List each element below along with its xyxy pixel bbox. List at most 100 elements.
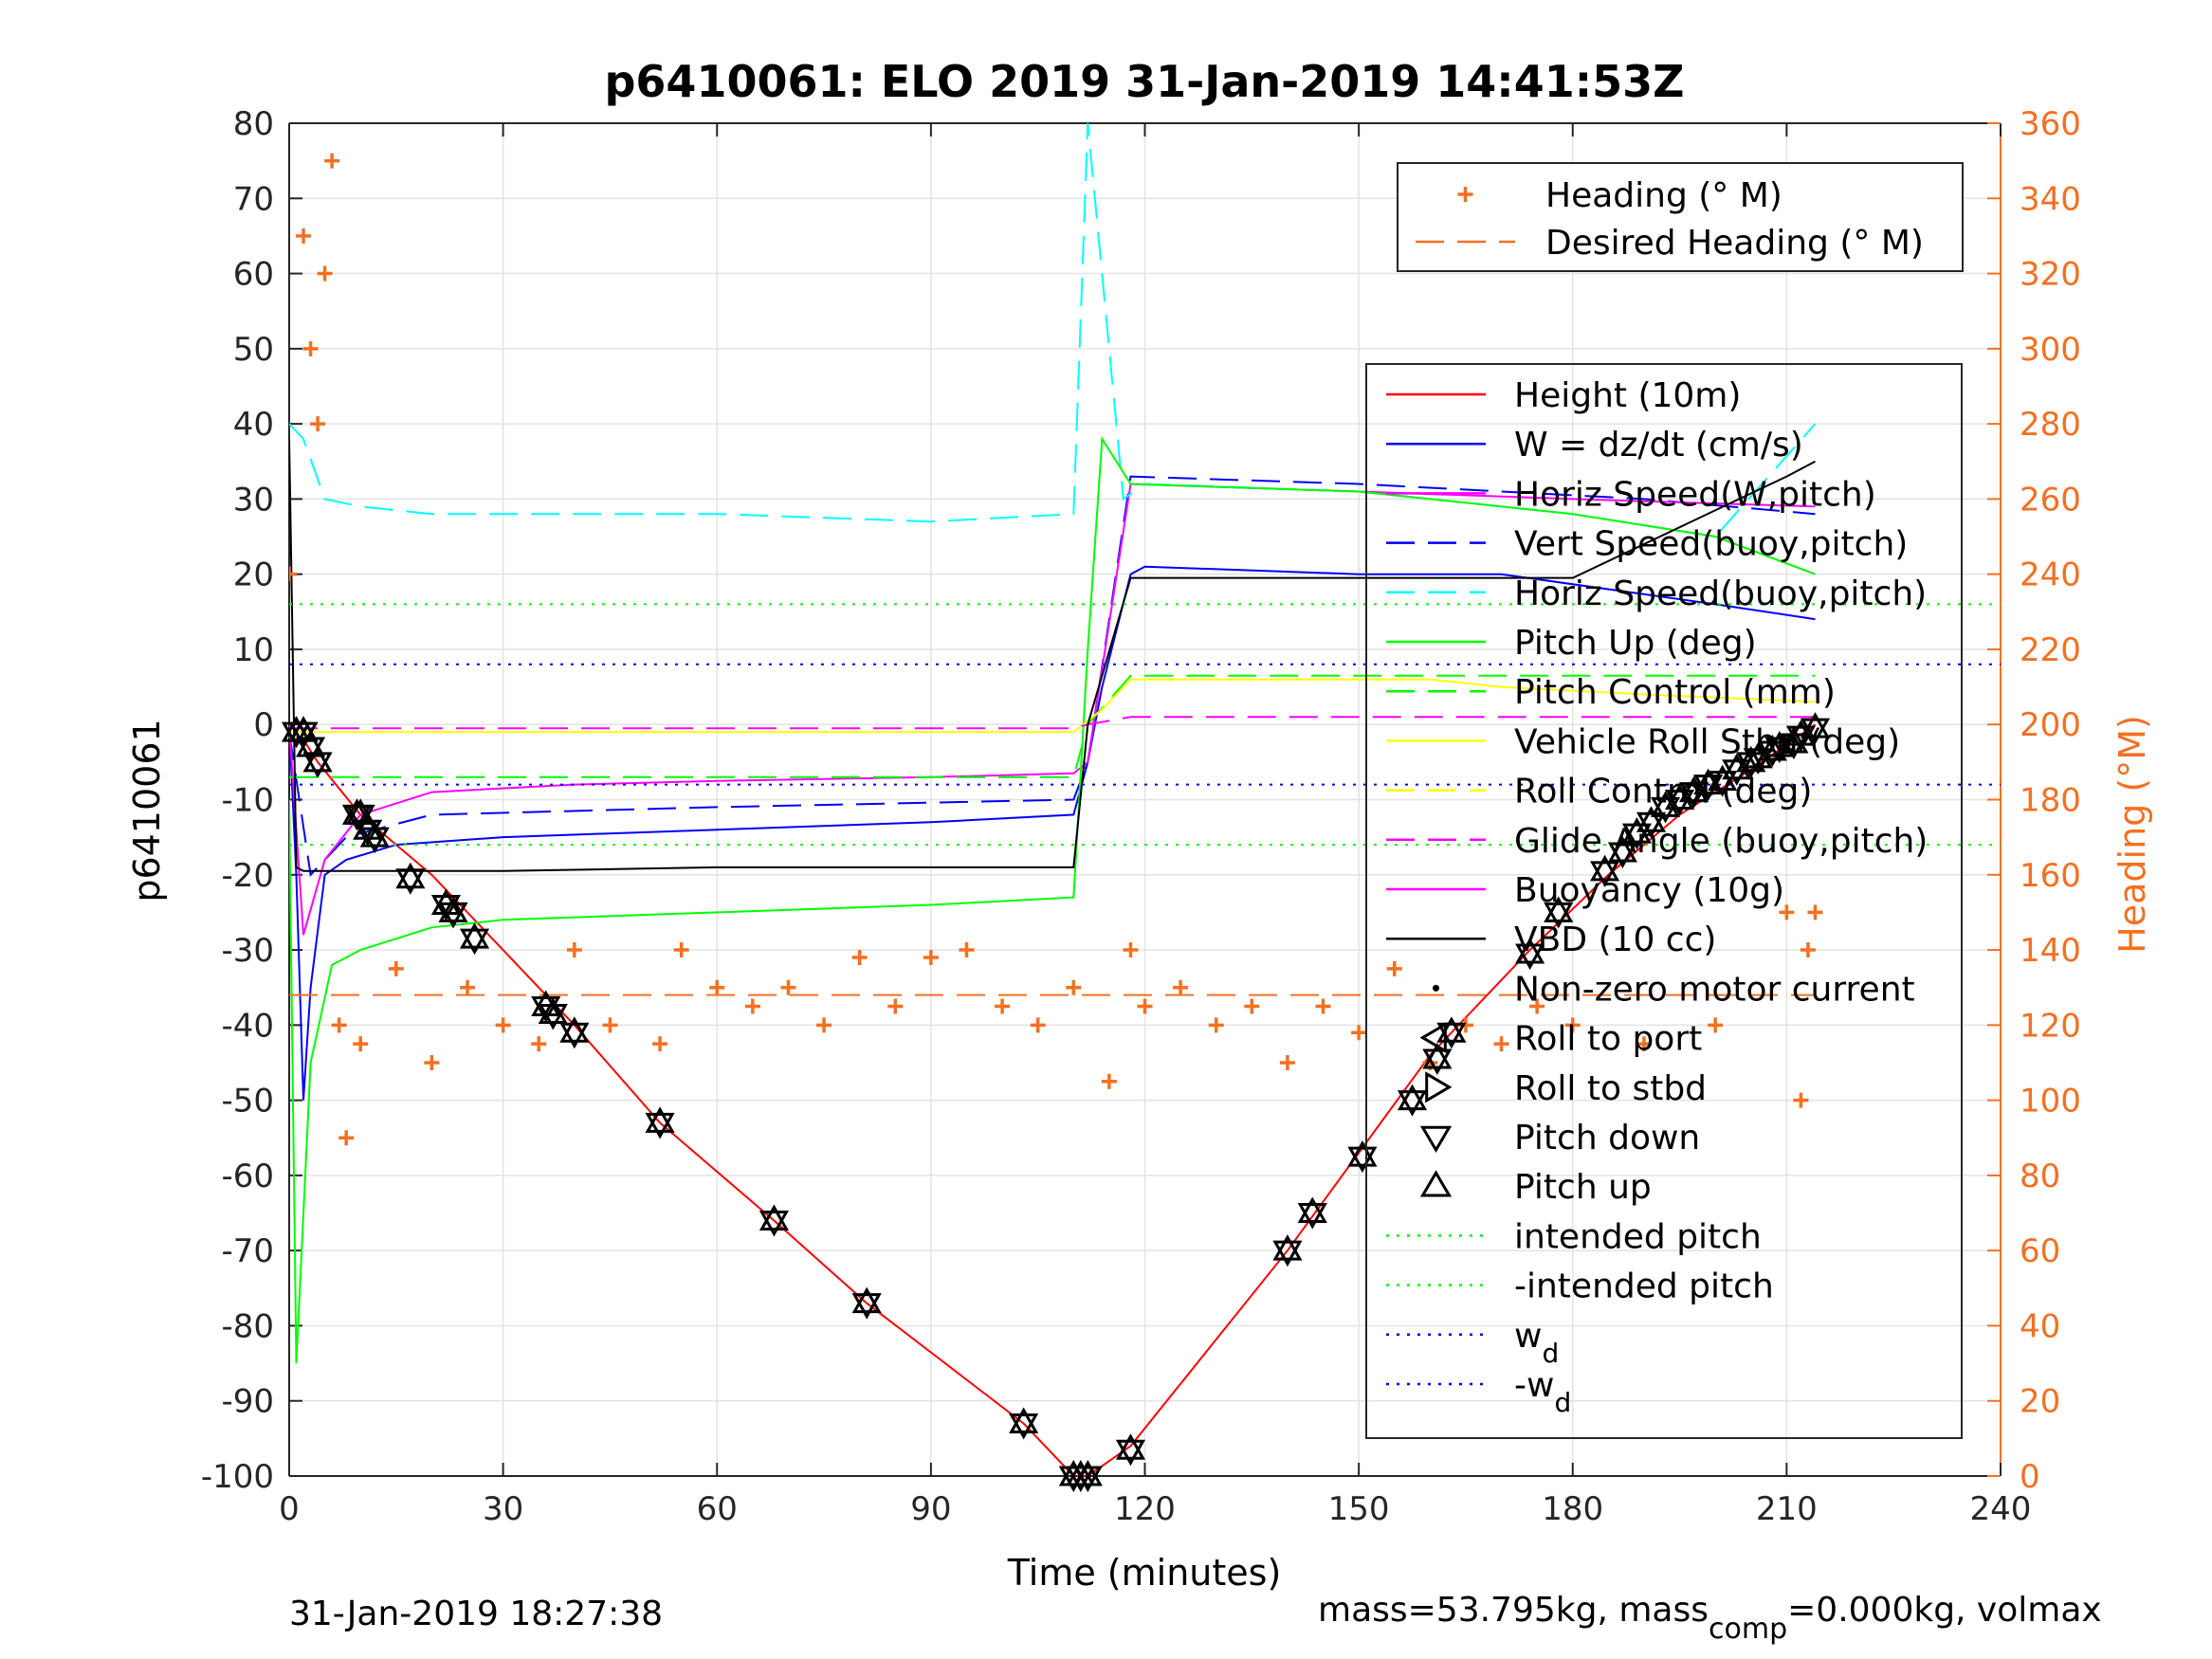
y-axis-label: p6410061: [126, 719, 168, 902]
x-tick-label: 0: [279, 1490, 300, 1528]
legend-sample: [1457, 187, 1473, 202]
heading-point: [1564, 1017, 1581, 1033]
x-tick-label: 60: [697, 1490, 738, 1528]
y2-tick-label: 40: [2020, 1307, 2060, 1345]
legend-main-label: Roll to stbd: [1514, 1069, 1707, 1108]
pitch-down-marker: [395, 868, 426, 895]
motor-marker: [1736, 745, 1766, 778]
heading-point: [302, 340, 319, 356]
motor-marker: [1422, 1042, 1453, 1076]
motor-marker: [759, 1204, 789, 1237]
legend-main-label: Pitch Up (deg): [1514, 624, 1757, 663]
legend-main-label: wd: [1514, 1317, 1559, 1369]
series-vert-speed-buoy-pitch: [289, 475, 1816, 877]
legend-heading-label: Desired Heading (° M): [1545, 224, 1924, 263]
heading-point: [602, 1017, 618, 1033]
heading-point: [1807, 904, 1823, 921]
series-pitch-up-deg: [289, 435, 1816, 1364]
legend-sample: [1419, 1125, 1453, 1153]
x-tick-label: 240: [1970, 1490, 2032, 1528]
y2-tick-label: 280: [2020, 406, 2081, 444]
heading-point: [959, 942, 975, 958]
legend-main: Height (10m) W = dz/dt (cm/s) Horiz Speed(…: [1365, 363, 1963, 1439]
pitch-up-marker: [559, 1016, 590, 1043]
x-tick-label: 120: [1114, 1490, 1176, 1528]
heading-point: [709, 979, 725, 995]
legend-main-label: Pitch up: [1514, 1168, 1652, 1207]
footer-mass-text: mass=53.795kg, mass: [1318, 1591, 1709, 1630]
legend-main-label-text: intended pitch: [1514, 1217, 1762, 1256]
heading-point: [652, 1036, 668, 1052]
pitch-up-marker: [538, 997, 568, 1024]
y2-tick-label: 360: [2020, 105, 2081, 143]
y-tick-label: 60: [233, 256, 274, 294]
footer-mass-sub: comp: [1709, 1613, 1787, 1646]
y2-tick-label: 340: [2020, 180, 2081, 218]
y2-tick-label: 120: [2020, 1007, 2081, 1045]
series-vbd-10-cc: [289, 438, 1816, 872]
pitch-up-marker: [1297, 1196, 1327, 1224]
legend-main-label: Horiz Speed(W,pitch): [1514, 475, 1876, 514]
heading-point: [460, 979, 476, 995]
legend-main-label-text: Pitch up: [1514, 1168, 1652, 1207]
legend-main-label: Non-zero motor current: [1514, 970, 1915, 1009]
pitch-down-marker: [1072, 1466, 1103, 1493]
motor-marker: [459, 922, 490, 956]
y-tick-label: 80: [233, 105, 274, 143]
legend-main-label: Horiz Speed(buoy,pitch): [1514, 574, 1927, 613]
pitch-down-marker: [1590, 861, 1620, 887]
pitch-up-marker: [1779, 726, 1809, 754]
pitch-up-marker: [759, 1204, 789, 1231]
x-tick-label: 30: [483, 1490, 523, 1528]
pitch-up-marker: [1590, 854, 1620, 882]
motor-marker: [395, 862, 426, 895]
heading-point: [1351, 1025, 1367, 1041]
x-tick-label: 150: [1328, 1490, 1390, 1528]
legend-main-label-text: -intended pitch: [1514, 1267, 1774, 1306]
legend-sample: [1419, 1021, 1447, 1054]
heading-point: [1800, 942, 1816, 958]
legend-main-box: [1365, 363, 1963, 1439]
heading-point: [1030, 1017, 1046, 1033]
y-tick-label: 0: [253, 706, 274, 744]
legend-main-label: Pitch Control (mm): [1514, 673, 1836, 712]
motor-marker: [1515, 937, 1545, 971]
pitch-down-marker: [759, 1210, 789, 1237]
legend-main-label-text: Pitch Control (mm): [1514, 673, 1836, 712]
heading-point: [1244, 998, 1260, 1014]
legend-main-label-text: Roll Control (deg): [1514, 773, 1812, 811]
motor-marker: [1397, 1084, 1428, 1117]
pitch-down-marker: [559, 1022, 590, 1049]
pitch-up-marker: [1743, 741, 1773, 769]
pitch-down-marker: [1115, 1439, 1146, 1467]
heading-point: [1315, 998, 1331, 1014]
pitch-down-marker: [1347, 1146, 1378, 1174]
x-tick-label: 210: [1756, 1490, 1818, 1528]
heading-point: [424, 1054, 440, 1070]
legend-main-label-text: Non-zero motor current: [1514, 970, 1915, 1009]
pitch-up-marker: [302, 745, 333, 773]
heading-point: [887, 998, 904, 1014]
axes: 0 30 60 90 120 150 180 210 24080706050403020100-…: [201, 105, 2081, 1528]
y2-tick-label: 260: [2020, 481, 2081, 519]
legend-main-label-text: Vert Speed(buoy,pitch): [1514, 525, 1908, 564]
pitch-down-marker: [430, 894, 462, 921]
y-tick-label: 30: [233, 481, 274, 519]
heading-point: [338, 1130, 355, 1146]
motor-marker: [438, 896, 468, 929]
heading-point: [1793, 1092, 1809, 1108]
y-tick-label: -50: [221, 1083, 274, 1121]
motor-marker: [1544, 896, 1574, 929]
y-tick-label: 20: [233, 556, 274, 594]
legend-main-label-text: VBD (10 cc): [1514, 921, 1716, 959]
pitch-down-marker: [302, 752, 333, 778]
pitch-up-marker: [1736, 745, 1766, 773]
pitch-down-marker: [1297, 1203, 1327, 1230]
y2-tick-label: 180: [2020, 782, 2081, 820]
y-tick-label: -100: [201, 1458, 274, 1496]
y-tick-label: -80: [221, 1307, 274, 1345]
y2-tick-label: 240: [2020, 556, 2081, 594]
motor-marker: [1636, 806, 1667, 839]
pitch-up-marker: [1785, 720, 1816, 746]
pitch-up-marker: [1272, 1234, 1303, 1261]
